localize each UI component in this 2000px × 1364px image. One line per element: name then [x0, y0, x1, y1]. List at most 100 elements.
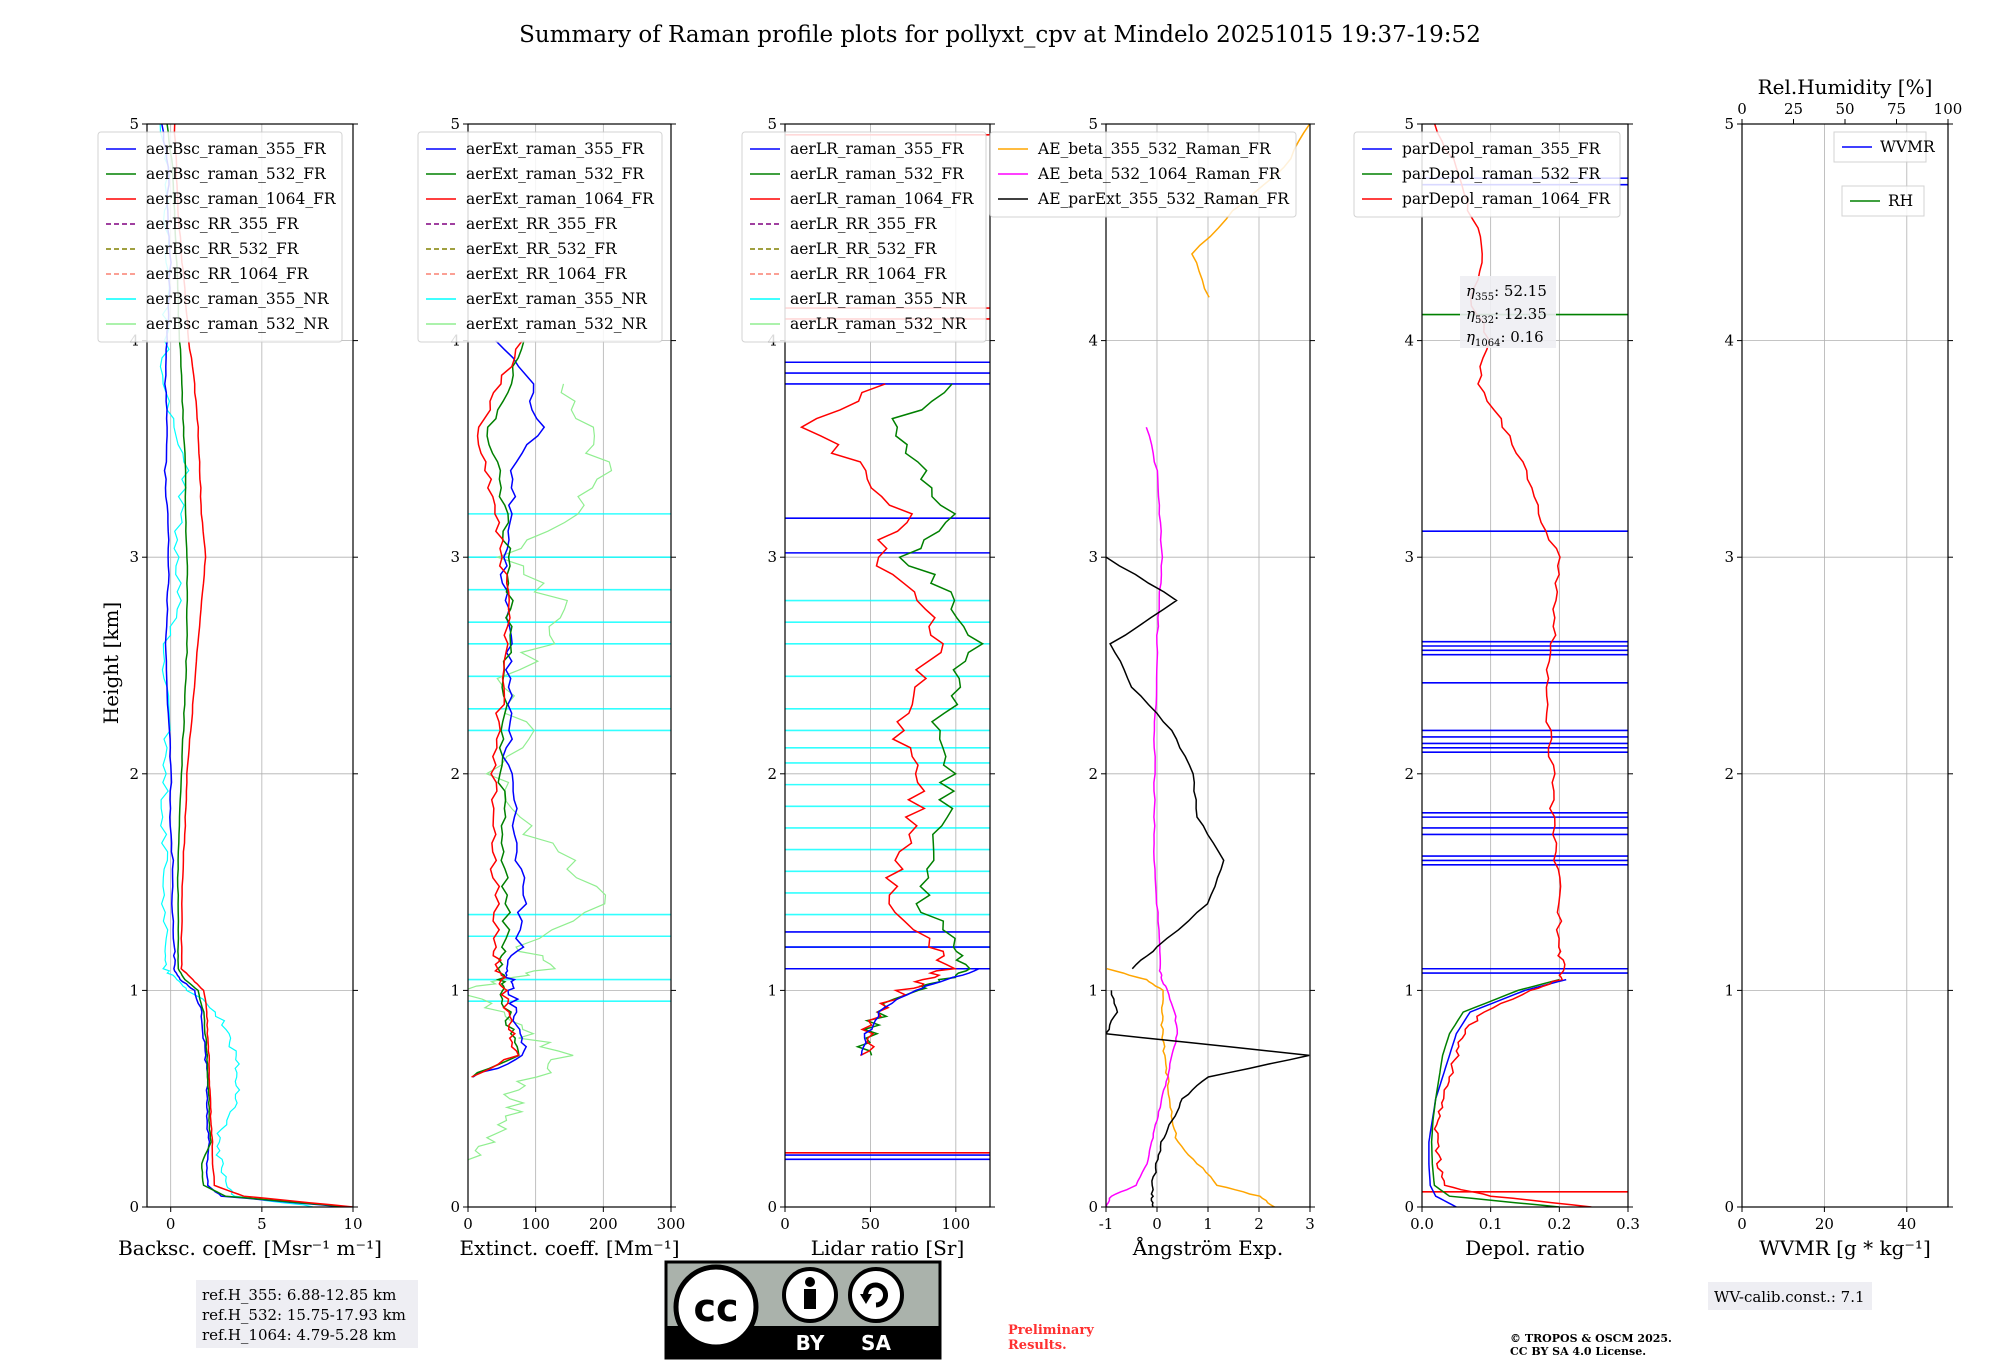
cc-license-badge: cc BY SA: [664, 1260, 942, 1360]
y-tick-label-depol-1: 1: [1404, 981, 1414, 999]
y-tick-label-ext-5: 5: [450, 115, 460, 133]
legend-label-parDepol_raman_532_FR: parDepol_raman_532_FR: [1402, 165, 1602, 183]
x-axis-label-wv: WVMR [g * kg⁻¹]: [1759, 1236, 1931, 1260]
legend-label-aerBsc_RR_532_FR: aerBsc_RR_532_FR: [146, 240, 300, 258]
legend-label-aerExt_raman_355_FR: aerExt_raman_355_FR: [466, 140, 645, 158]
copyright-text-1: © TROPOS & OSCM 2025.: [1510, 1332, 1672, 1345]
legend-box-ext: [417, 131, 663, 343]
x-axis-label-lr: Lidar ratio [Sr]: [811, 1236, 965, 1260]
cc-circle-icon: [673, 1264, 759, 1350]
share-alike-icon: [848, 1267, 904, 1323]
wv-calib-box: WV-calib.const.: 7.1: [1708, 1282, 1872, 1310]
by-label: BY: [796, 1331, 825, 1355]
legend-bsc: aerBsc_raman_355_FR aerBsc_raman_532_FRae…: [97, 131, 343, 343]
x-tick-label-depol-1: 0.1: [1479, 1215, 1503, 1233]
figure-title: Summary of Raman profile plots for polly…: [519, 22, 1481, 48]
legend-label-wvmr: WVMR: [1880, 138, 1936, 156]
y-tick-label-wv-3: 3: [1724, 548, 1734, 566]
y-tick-label-bsc-2: 2: [129, 765, 139, 783]
y-axis-label: Height [km]: [99, 602, 123, 724]
y-tick-label-bsc-0: 0: [129, 1198, 139, 1216]
ref-height-355: ref.H_355: 6.88-12.85 km: [202, 1286, 396, 1304]
y-tick-label-ae-2: 2: [1088, 765, 1098, 783]
legend-label-aerBsc_raman_532_NR: aerBsc_raman_532_NR: [146, 315, 330, 333]
legend-label-aerExt_raman_1064_FR: aerExt_raman_1064_FR: [466, 190, 655, 208]
legend-label-aerExt_RR_355_FR: aerExt_RR_355_FR: [466, 215, 618, 233]
legend-label-aerBsc_RR_355_FR: aerBsc_RR_355_FR: [146, 215, 300, 233]
eta-355: η355: 52.15: [1466, 282, 1547, 303]
copyright-text-2: CC BY SA 4.0 License.: [1510, 1345, 1646, 1358]
preliminary-text-2: Results.: [1008, 1338, 1067, 1353]
x-axis-label-bsc: Backsc. coeff. [Msr⁻¹ m⁻¹]: [118, 1236, 382, 1260]
y-tick-label-ext-0: 0: [450, 1198, 460, 1216]
legend-label-AE_beta_355_532_Raman_FR: AE_beta_355_532_Raman_FR: [1037, 140, 1272, 158]
legend-label-aerExt_raman_532_NR: aerExt_raman_532_NR: [466, 315, 648, 333]
series-parDepol_raman_1064_FR: [1433, 124, 1592, 1207]
y-tick-label-wv-2: 2: [1724, 765, 1734, 783]
legend-lr: aerLR_raman_355_FR aerLR_raman_532_FR aerL…: [741, 131, 987, 343]
eta-1064: η1064: 0.16: [1466, 328, 1544, 349]
x-axis-label-depol: Depol. ratio: [1465, 1236, 1585, 1260]
eta-box-bg: [1460, 276, 1556, 348]
top-axis-label-wv: Rel.Humidity [%]: [1758, 75, 1933, 99]
legend-depol: parDepol_raman_355_FR parDepol_raman_532_…: [1353, 131, 1621, 218]
legend-label-aerExt_raman_532_FR: aerExt_raman_532_FR: [466, 165, 645, 183]
series-aerBsc_raman_355_FR: [161, 124, 345, 1207]
series-aerBsc_raman_1064_FR: [173, 124, 353, 1207]
y-tick-label-lr-1: 1: [767, 981, 777, 999]
y-tick-label-lr-0: 0: [767, 1198, 777, 1216]
cc-text: cc: [693, 1286, 738, 1330]
series-aerExt_raman_532_NR: [468, 383, 613, 1161]
y-tick-label-bsc-1: 1: [129, 981, 139, 999]
y-tick-label-lr-3: 3: [767, 548, 777, 566]
top-tick-label-4: 100: [1934, 100, 1963, 118]
x-tick-label-ae-3: 2: [1254, 1215, 1264, 1233]
ref-height-1064: ref.H_1064: 4.79-5.28 km: [202, 1326, 396, 1344]
legend-label-aerExt_RR_1064_FR: aerExt_RR_1064_FR: [466, 265, 628, 283]
y-tick-label-ext-2: 2: [450, 765, 460, 783]
x-tick-label-bsc-0: 0: [166, 1215, 176, 1233]
x-tick-label-ae-4: 3: [1305, 1215, 1315, 1233]
legend-label-aerLR_raman_355_NR: aerLR_raman_355_NR: [790, 290, 968, 308]
y-tick-label-wv-4: 4: [1724, 332, 1734, 350]
legend-box-bsc: [97, 131, 343, 343]
legend-label-parDepol_raman_1064_FR: parDepol_raman_1064_FR: [1402, 190, 1611, 208]
axes-frame-wv: [1741, 123, 1949, 1208]
y-tick-label-depol-5: 5: [1404, 115, 1414, 133]
top-tick-label-3: 75: [1887, 100, 1906, 118]
x-tick-label-ext-0: 0: [463, 1215, 473, 1233]
series-aerBsc_raman_355_NR: [159, 124, 314, 1207]
series-aerBsc_raman_532_FR: [166, 124, 350, 1207]
y-tick-label-ext-3: 3: [450, 548, 460, 566]
legend-ae: AE_beta_355_532_Raman_FR AE_beta_532_1064…: [989, 131, 1297, 218]
legend-label-aerExt_raman_355_NR: aerExt_raman_355_NR: [466, 290, 648, 308]
y-tick-label-ae-3: 3: [1088, 548, 1098, 566]
x-tick-label-depol-2: 0.2: [1547, 1215, 1571, 1233]
legend-label-aerLR_RR_355_FR: aerLR_RR_355_FR: [790, 215, 938, 233]
axes-frame-ae: [1105, 123, 1311, 1208]
legend-label-aerLR_raman_1064_FR: aerLR_raman_1064_FR: [790, 190, 975, 208]
y-tick-label-wv-5: 5: [1724, 115, 1734, 133]
top-tick-label-0: 0: [1737, 100, 1747, 118]
axes-frame-bsc: [146, 123, 354, 1208]
x-tick-label-ae-0: -1: [1099, 1215, 1114, 1233]
series-aerExt_raman_532_FR: [471, 340, 525, 1078]
legend-ext: aerExt_raman_355_FR aerExt_raman_532_FRae…: [417, 131, 663, 343]
series-aerLR_raman_532_FR: [855, 383, 985, 1056]
legend-label-aerExt_RR_532_FR: aerExt_RR_532_FR: [466, 240, 618, 258]
ref-height-532: ref.H_532: 15.75-17.93 km: [202, 1306, 406, 1324]
x-tick-label-lr-1: 50: [861, 1215, 880, 1233]
legend-wv: WVMR RH: [1833, 131, 1936, 217]
y-tick-label-ae-1: 1: [1088, 981, 1098, 999]
legend-label-aerLR_raman_355_FR: aerLR_raman_355_FR: [790, 140, 965, 158]
x-axis-label-ae: Ångström Exp.: [1132, 1235, 1283, 1260]
legend-label-aerBsc_raman_355_NR: aerBsc_raman_355_NR: [146, 290, 330, 308]
y-tick-label-ae-4: 4: [1088, 332, 1098, 350]
x-tick-label-ae-2: 1: [1203, 1215, 1213, 1233]
x-tick-label-lr-2: 100: [942, 1215, 971, 1233]
sa-label: SA: [861, 1331, 891, 1355]
legend-label-rh: RH: [1888, 192, 1913, 210]
x-tick-label-ext-2: 200: [589, 1215, 618, 1233]
series-aerExt_raman_355_FR: [472, 340, 546, 1078]
legend-label-aerLR_raman_532_FR: aerLR_raman_532_FR: [790, 165, 965, 183]
